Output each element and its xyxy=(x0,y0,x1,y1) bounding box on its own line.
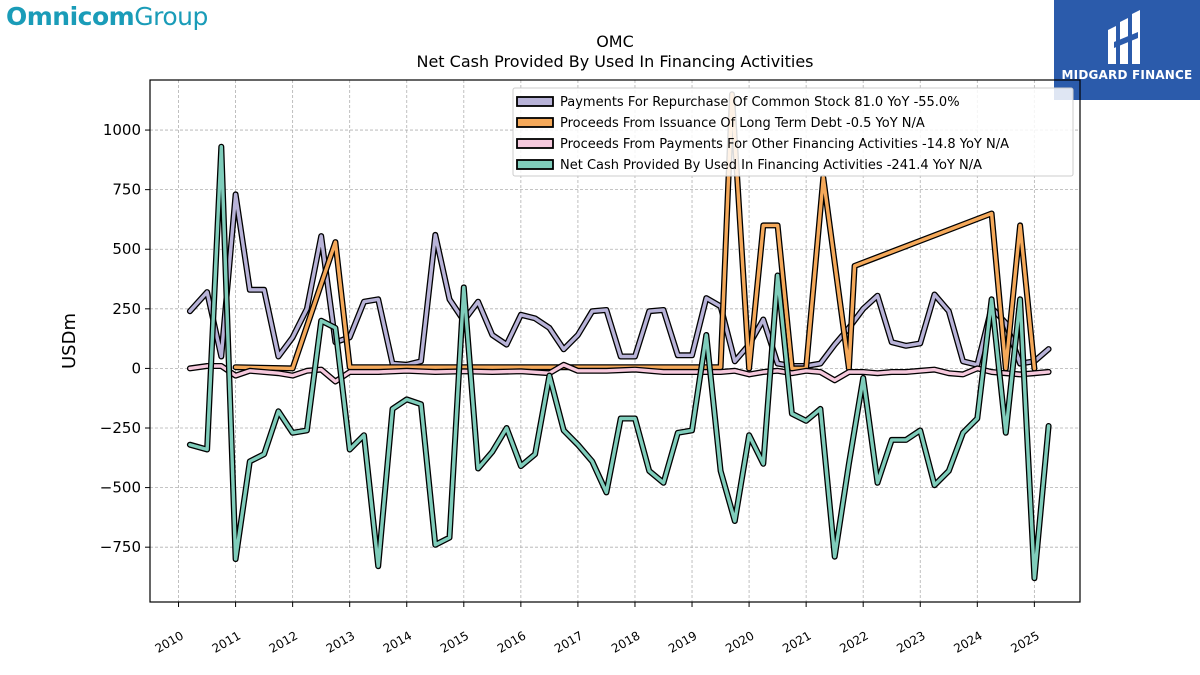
x-tick-label: 2015 xyxy=(438,628,471,655)
midgard-finance-logo: MIDGARD FINANCE xyxy=(1054,0,1200,100)
legend-label-1: Proceeds From Issuance Of Long Term Debt… xyxy=(560,116,925,131)
legend-swatch-2 xyxy=(516,138,554,149)
y-tick-label: 1000 xyxy=(103,121,141,139)
y-tick-label: 0 xyxy=(131,359,141,377)
logo-brand-part-a: Omnicom xyxy=(6,2,135,31)
legend-label-0: Payments For Repurchase Of Common Stock … xyxy=(560,95,960,110)
x-tick-label: 2016 xyxy=(495,628,528,655)
plot-frame xyxy=(149,79,1081,603)
y-tick-label: −250 xyxy=(100,419,141,437)
x-tick-label: 2010 xyxy=(153,628,186,655)
y-tick-label: 250 xyxy=(112,300,141,318)
series-2-outline xyxy=(186,361,1052,385)
logo-brand-part-b: Group xyxy=(134,2,208,31)
x-tick-label: 2018 xyxy=(609,628,642,655)
legend-swatch-1 xyxy=(516,117,554,128)
x-tick-label: 2022 xyxy=(837,628,870,655)
series-1-line xyxy=(233,92,1037,371)
y-tick-label: −750 xyxy=(100,538,141,556)
y-tick-label: −500 xyxy=(100,479,141,497)
x-tick-label: 2012 xyxy=(267,628,300,655)
x-tick-label: 2023 xyxy=(894,628,927,655)
series-3-outline xyxy=(186,143,1052,582)
legend-label-3: Net Cash Provided By Used In Financing A… xyxy=(560,158,982,173)
midgard-emblem-icon xyxy=(1108,10,1140,64)
x-tick-label: 2019 xyxy=(666,628,699,655)
chart-subtitle: Net Cash Provided By Used In Financing A… xyxy=(416,52,814,71)
x-tick-label: 2020 xyxy=(723,628,756,655)
x-tick-label: 2024 xyxy=(951,628,984,655)
y-tick-label: 750 xyxy=(112,181,141,199)
midgard-finance-label: MIDGARD FINANCE xyxy=(1061,68,1193,82)
x-tick-label: 2011 xyxy=(210,628,243,655)
legend-swatch-3 xyxy=(516,159,554,170)
legend-swatch-0 xyxy=(516,96,554,107)
series-2-line xyxy=(188,363,1051,384)
y-tick-label: 500 xyxy=(112,240,141,258)
x-tick-label: 2021 xyxy=(780,628,813,655)
x-tick-label: 2017 xyxy=(552,628,585,655)
x-tick-label: 2014 xyxy=(381,628,414,655)
legend-label-2: Proceeds From Payments For Other Financi… xyxy=(560,137,1009,152)
x-tick-label: 2013 xyxy=(324,628,357,655)
omnicom-group-logo: OmnicomGroup xyxy=(6,2,208,31)
chart-title: OMC xyxy=(596,32,634,51)
series-3-line xyxy=(188,144,1051,580)
y-axis-label: USDm xyxy=(59,313,80,369)
legend-box xyxy=(512,87,1074,177)
x-tick-label: 2025 xyxy=(1008,628,1041,655)
